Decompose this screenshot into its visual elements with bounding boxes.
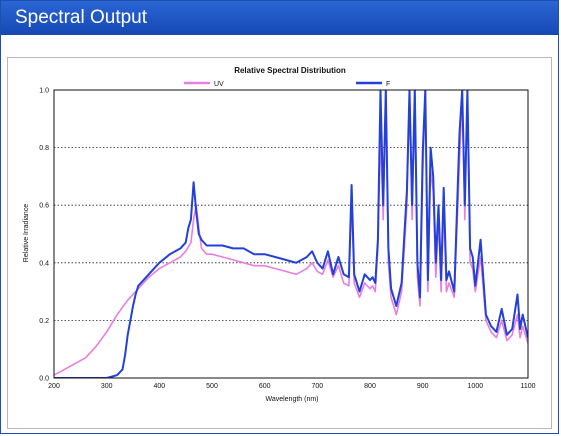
panel-header: Spectral Output bbox=[1, 1, 558, 35]
chart-frame bbox=[7, 57, 552, 429]
x-tick-label: 400 bbox=[153, 383, 165, 390]
x-tick-label: 300 bbox=[101, 383, 113, 390]
y-tick-label: 0.2 bbox=[39, 318, 49, 325]
series-line-f bbox=[54, 90, 528, 378]
y-tick-label: 0.8 bbox=[39, 145, 49, 152]
x-tick-label: 600 bbox=[259, 383, 271, 390]
x-axis-label: Wavelength (nm) bbox=[265, 396, 318, 403]
x-tick-label: 700 bbox=[311, 383, 323, 390]
chart-title: Relative Spectral Distribution bbox=[234, 66, 346, 75]
x-tick-label: 800 bbox=[364, 383, 376, 390]
legend: UV F bbox=[184, 81, 390, 88]
plot-area-border bbox=[53, 89, 529, 379]
y-tick-label: 0.6 bbox=[39, 203, 49, 210]
legend-label-uv: UV bbox=[214, 81, 224, 88]
x-tick-label: 500 bbox=[206, 383, 218, 390]
x-tick-label: 900 bbox=[417, 383, 429, 390]
y-axis-label: Relative Irradiance bbox=[23, 204, 30, 262]
x-tick-label: 200 bbox=[48, 383, 60, 390]
series-layer bbox=[54, 90, 528, 378]
x-tick-label: 1000 bbox=[468, 383, 484, 390]
y-tick-label: 1.0 bbox=[39, 88, 49, 95]
y-tick-label: 0.4 bbox=[39, 260, 49, 267]
x-tick-labels: 200 300 400 500 600 700 800 900 1000 1100 bbox=[48, 383, 535, 390]
y-tick-label: 0.0 bbox=[39, 376, 49, 383]
panel-title: Spectral Output bbox=[15, 7, 148, 28]
legend-label-f: F bbox=[386, 81, 390, 88]
y-tick-labels: 0.0 0.2 0.4 0.6 0.8 1.0 bbox=[39, 88, 49, 383]
x-tick-label: 1100 bbox=[520, 383, 535, 390]
